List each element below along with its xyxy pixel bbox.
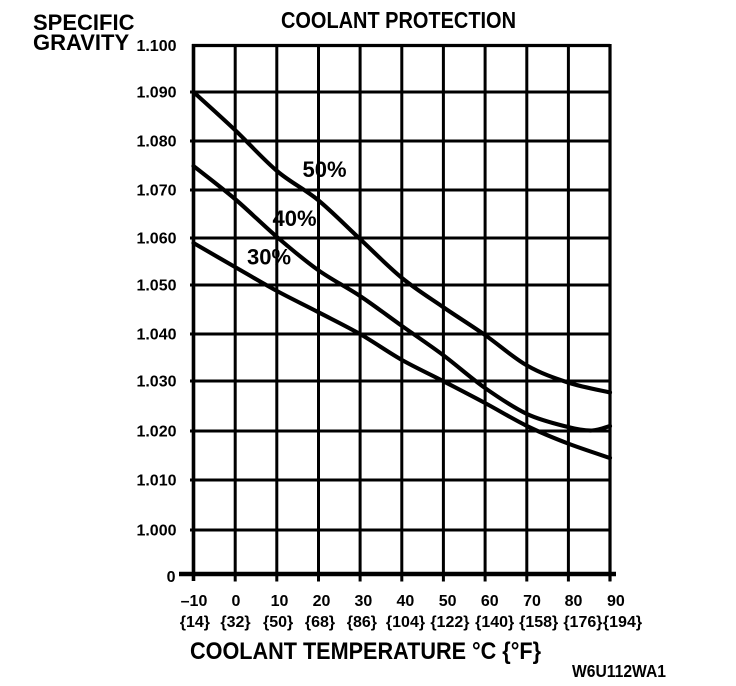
svg-text:20: 20 bbox=[313, 593, 331, 610]
svg-text:W6U112WA1: W6U112WA1 bbox=[572, 661, 666, 681]
svg-text:40%: 40% bbox=[273, 206, 317, 231]
svg-text:40: 40 bbox=[397, 593, 415, 610]
svg-text:{122}: {122} bbox=[430, 614, 469, 631]
svg-text:1.060: 1.060 bbox=[136, 231, 176, 248]
svg-text:10: 10 bbox=[271, 593, 289, 610]
svg-text:–10: –10 bbox=[181, 593, 208, 610]
svg-text:{158}: {158} bbox=[519, 614, 558, 631]
svg-text:1.040: 1.040 bbox=[136, 327, 176, 344]
svg-text:1.020: 1.020 bbox=[136, 424, 176, 441]
svg-text:COOLANT TEMPERATURE °C {°F}: COOLANT TEMPERATURE °C {°F} bbox=[190, 638, 541, 665]
svg-text:{50}: {50} bbox=[263, 614, 293, 631]
svg-text:50%: 50% bbox=[303, 157, 347, 182]
svg-text:60: 60 bbox=[481, 593, 499, 610]
svg-text:{176}: {176} bbox=[563, 614, 602, 631]
svg-text:1.090: 1.090 bbox=[136, 85, 176, 102]
svg-text:{104}: {104} bbox=[386, 614, 425, 631]
svg-text:80: 80 bbox=[565, 593, 583, 610]
svg-text:{86}: {86} bbox=[347, 614, 377, 631]
svg-text:1.010: 1.010 bbox=[136, 473, 176, 490]
svg-text:70: 70 bbox=[523, 593, 541, 610]
svg-text:30: 30 bbox=[355, 593, 373, 610]
svg-text:1.030: 1.030 bbox=[136, 374, 176, 391]
svg-text:1.050: 1.050 bbox=[136, 278, 176, 295]
svg-text:90: 90 bbox=[607, 593, 625, 610]
svg-text:{32}: {32} bbox=[220, 614, 250, 631]
svg-text:SPECIFIC: SPECIFIC bbox=[33, 10, 135, 35]
svg-text:COOLANT PROTECTION: COOLANT PROTECTION bbox=[281, 7, 516, 33]
svg-text:1.100: 1.100 bbox=[136, 38, 176, 55]
svg-text:0: 0 bbox=[232, 593, 241, 610]
svg-text:{194}: {194} bbox=[603, 614, 642, 631]
svg-text:1.080: 1.080 bbox=[136, 134, 176, 151]
svg-text:{68}: {68} bbox=[305, 614, 335, 631]
svg-text:0: 0 bbox=[167, 569, 176, 586]
svg-text:{140}: {140} bbox=[475, 614, 514, 631]
svg-text:50: 50 bbox=[439, 593, 457, 610]
svg-text:1.070: 1.070 bbox=[136, 183, 176, 200]
svg-text:GRAVITY: GRAVITY bbox=[33, 30, 129, 55]
svg-text:30%: 30% bbox=[247, 245, 291, 270]
svg-text:{14}: {14} bbox=[180, 614, 210, 631]
svg-text:1.000: 1.000 bbox=[136, 523, 176, 540]
